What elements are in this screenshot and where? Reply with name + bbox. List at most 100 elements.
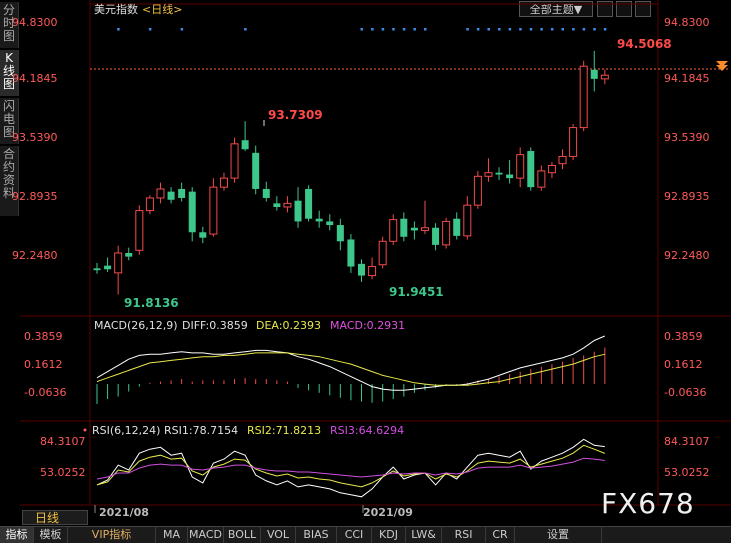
macd-diff-label: DIFF:0.3859 xyxy=(182,319,248,332)
candle-body[interactable] xyxy=(590,69,598,79)
candle-body[interactable] xyxy=(283,202,292,208)
signal-dot xyxy=(244,28,247,31)
candle-body[interactable] xyxy=(527,151,535,188)
annotation-high: 93.7309 xyxy=(268,108,323,122)
candle-body[interactable] xyxy=(484,172,493,177)
candle-body[interactable] xyxy=(326,221,334,226)
candle-body[interactable] xyxy=(230,143,239,179)
candle-body[interactable] xyxy=(125,253,133,257)
candle-body[interactable] xyxy=(93,268,101,271)
price-axis-label-right: 92.8935 xyxy=(664,190,710,203)
toolbar-tab-vip[interactable]: VIP指标 xyxy=(68,527,156,543)
overlay-button[interactable] xyxy=(635,1,651,17)
candle-body[interactable] xyxy=(358,263,365,276)
candle-body[interactable] xyxy=(219,177,228,188)
signal-dot xyxy=(381,28,385,31)
candle-body[interactable] xyxy=(209,186,218,235)
candle-body[interactable] xyxy=(114,252,123,274)
candle-body[interactable] xyxy=(178,188,186,198)
candle-body[interactable] xyxy=(145,197,154,212)
candle-body[interactable] xyxy=(315,218,323,222)
current-price-marker-icon[interactable] xyxy=(716,61,728,67)
candle-body[interactable] xyxy=(241,140,249,150)
signal-dot xyxy=(529,28,533,31)
price-axis-label-right: 93.5390 xyxy=(664,131,710,144)
candle-body[interactable] xyxy=(188,191,196,233)
theme-dropdown[interactable]: 全部主题▼ xyxy=(519,1,593,17)
candle-body[interactable] xyxy=(537,170,546,188)
macd-histogram xyxy=(96,347,606,405)
candle-body[interactable] xyxy=(199,232,207,238)
toolbar-tab-settings[interactable]: 设置 xyxy=(515,527,602,543)
candle-body[interactable] xyxy=(410,227,418,231)
rsi1-line xyxy=(96,438,605,498)
signal-dot xyxy=(402,28,406,31)
candle-body[interactable] xyxy=(400,218,408,237)
signal-dot xyxy=(117,28,120,31)
candle-body[interactable] xyxy=(262,188,270,198)
macd-axis-label-right: -0.0636 xyxy=(664,386,706,399)
candle-body[interactable] xyxy=(495,172,503,175)
candle-body[interactable] xyxy=(389,219,398,242)
toolbar-tab-kdj[interactable]: KDJ xyxy=(372,527,406,543)
candle-body[interactable] xyxy=(273,203,281,207)
kline-chart[interactable]: 美元指数 <日线> 94.8300 94.1845 93.5390 92.893… xyxy=(0,0,731,526)
candle-body[interactable] xyxy=(336,225,344,242)
candle-body[interactable] xyxy=(252,152,260,189)
candle-body[interactable] xyxy=(156,188,165,199)
candle-body[interactable] xyxy=(463,204,472,237)
rsi-axis-label-left: 53.0252 xyxy=(40,466,86,479)
signal-dot xyxy=(498,28,501,31)
sidebar-tab-contract-info[interactable]: 合约资料 xyxy=(0,146,19,216)
candle-body[interactable] xyxy=(378,240,387,266)
rsi-axis-label-right: 84.3107 xyxy=(664,435,710,448)
toolbar-tab-cr[interactable]: CR xyxy=(486,527,515,543)
period-selector[interactable]: 日线 xyxy=(22,510,88,525)
macd-axis-label-left: -0.0636 xyxy=(24,386,66,399)
candle-body[interactable] xyxy=(167,191,175,200)
toolbar-tab-boll[interactable]: BOLL xyxy=(224,527,261,543)
macd-dea-label: DEA:0.2393 xyxy=(256,319,321,332)
current-price-marker-icon xyxy=(716,65,728,71)
candle-body[interactable] xyxy=(420,227,429,231)
toolbar-tab-rsi[interactable]: RSI xyxy=(442,527,486,543)
toolbar-tab-indicators[interactable]: 指标 xyxy=(0,527,34,543)
chart-mode-button[interactable] xyxy=(597,1,613,17)
toolbar-tab-cci[interactable]: CCI xyxy=(337,527,372,543)
toolbar-tab-templates[interactable]: 模板 xyxy=(34,527,68,543)
candle-body[interactable] xyxy=(135,210,144,251)
toolbar-tab-macd[interactable]: MACD xyxy=(188,527,224,543)
toolbar-tab-ma[interactable]: MA xyxy=(156,527,188,543)
candle-body[interactable] xyxy=(294,200,302,222)
layout-button[interactable] xyxy=(616,1,632,17)
macd-value-label: MACD:0.2931 xyxy=(330,319,405,332)
toolbar-tab-lw[interactable]: LW& xyxy=(406,527,442,543)
candle-body[interactable] xyxy=(558,155,567,165)
candle-body[interactable] xyxy=(453,218,461,236)
candle-body[interactable] xyxy=(104,265,112,270)
candle-body[interactable] xyxy=(569,127,578,157)
candle-body[interactable] xyxy=(442,220,451,246)
candle-body[interactable] xyxy=(516,154,525,179)
watermark-text: FX678 xyxy=(601,487,695,520)
candle-body[interactable] xyxy=(506,174,514,179)
candle-body[interactable] xyxy=(368,266,377,277)
candle-body[interactable] xyxy=(347,239,355,267)
sidebar-tab-lightning[interactable]: 闪电图 xyxy=(0,98,19,144)
candle-body[interactable] xyxy=(305,188,313,219)
toolbar-tab-vol[interactable]: VOL xyxy=(261,527,296,543)
candle-body[interactable] xyxy=(432,227,440,245)
candle-body[interactable] xyxy=(473,175,482,206)
sidebar-tab-label: 闪电图 xyxy=(2,99,15,139)
signal-dot xyxy=(476,28,480,31)
candle-body[interactable] xyxy=(600,74,609,80)
signal-dot xyxy=(603,28,607,31)
candle-body[interactable] xyxy=(547,164,556,174)
toolbar-tab-bias[interactable]: BIAS xyxy=(296,527,337,543)
date-label: 2021/08 xyxy=(99,506,149,519)
rsi-axis-label-right: 53.0252 xyxy=(664,466,710,479)
sidebar-tab-timeshare[interactable]: 分时图 xyxy=(0,2,19,48)
candles xyxy=(93,50,609,295)
candle-body[interactable] xyxy=(579,65,588,129)
sidebar-tab-kline[interactable]: K线图 xyxy=(0,50,19,96)
